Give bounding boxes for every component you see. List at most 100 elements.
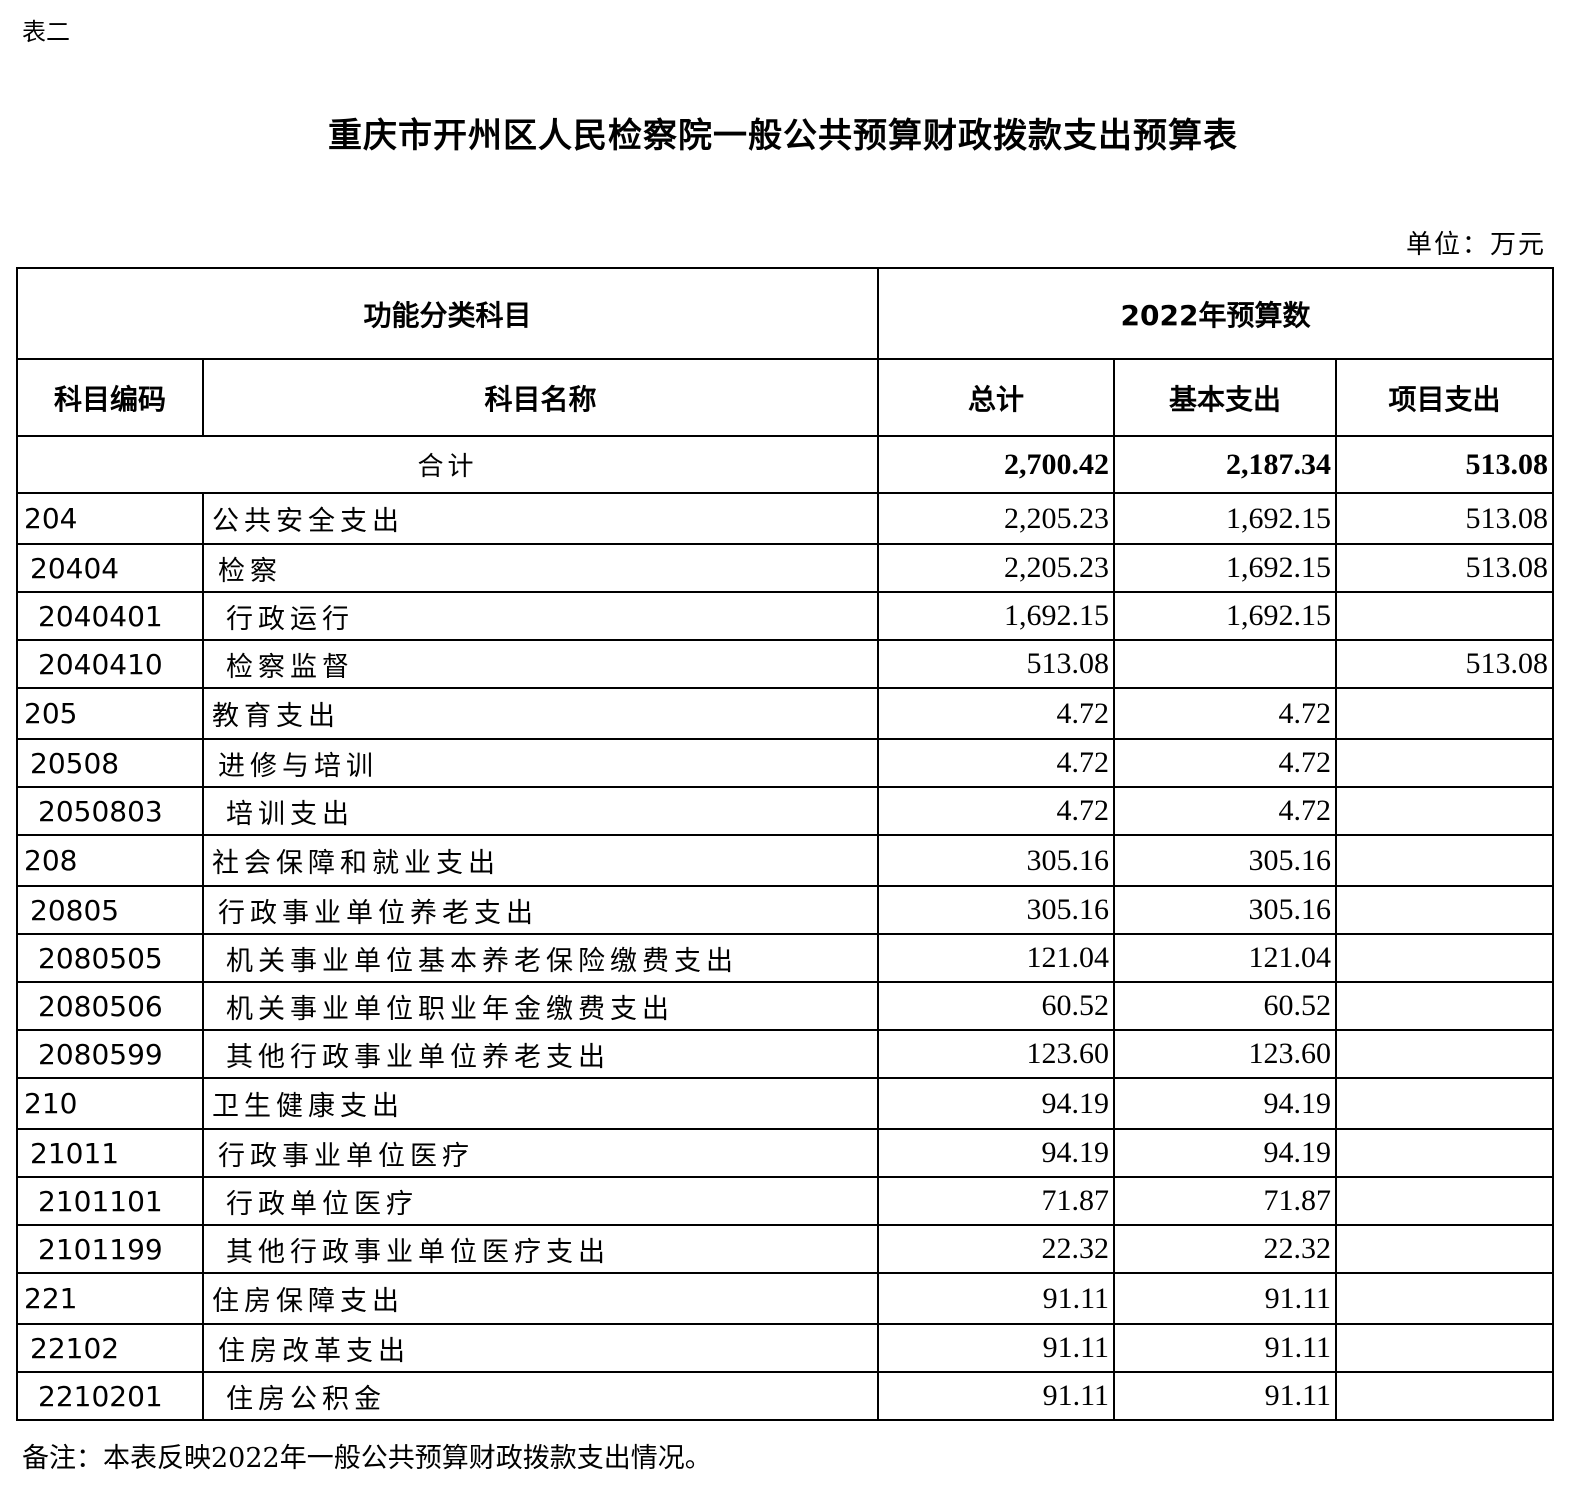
row-basic: 1,692.15 [1113,591,1337,641]
table-row: 20508 进修与培训 4.72 4.72 [16,738,1554,788]
row-basic: 1,692.15 [1113,492,1337,545]
row-project [1335,1323,1554,1373]
row-basic: 305.16 [1113,834,1337,887]
footnote: 备注：本表反映2022年一般公共预算财政拨款支出情况。 [22,1443,712,1474]
row-basic: 94.19 [1113,1128,1337,1178]
row-name: 行政事业单位养老支出 [202,885,879,935]
row-project: 513.08 [1335,543,1554,593]
row-project [1335,885,1554,935]
row-basic: 91.11 [1113,1323,1337,1373]
row-total: 71.87 [877,1176,1115,1226]
row-total: 4.72 [877,687,1115,740]
row-basic: 4.72 [1113,687,1337,740]
row-project [1335,786,1554,836]
row-basic: 121.04 [1113,933,1337,983]
row-name: 住房改革支出 [202,1323,879,1373]
row-total: 91.11 [877,1323,1115,1373]
row-name: 进修与培训 [202,738,879,788]
row-name: 教育支出 [202,687,879,740]
row-name: 机关事业单位基本养老保险缴费支出 [202,933,879,983]
row-project [1335,1128,1554,1178]
row-project: 513.08 [1335,639,1554,689]
row-code: 204 [16,492,204,545]
total-project: 513.08 [1335,435,1554,494]
row-basic: 305.16 [1113,885,1337,935]
table-row: 21011 行政事业单位医疗 94.19 94.19 [16,1128,1554,1178]
row-code: 20805 [16,885,204,935]
row-total: 1,692.15 [877,591,1115,641]
table-row: 2040401 行政运行 1,692.15 1,692.15 [16,591,1554,641]
row-project [1335,591,1554,641]
row-code: 2050803 [16,786,204,836]
row-name: 住房公积金 [202,1371,879,1421]
header-name: 科目名称 [202,358,879,437]
row-name: 检察监督 [202,639,879,689]
row-code: 20404 [16,543,204,593]
row-project [1335,1272,1554,1325]
total-total: 2,700.42 [877,435,1115,494]
row-name: 行政运行 [202,591,879,641]
header-row-group: 功能分类科目 2022年预算数 [16,267,1554,360]
table-row: 221 住房保障支出 91.11 91.11 [16,1272,1554,1325]
row-code: 2101101 [16,1176,204,1226]
row-project [1335,1077,1554,1130]
row-project [1335,1224,1554,1274]
row-basic: 91.11 [1113,1371,1337,1421]
total-basic: 2,187.34 [1113,435,1337,494]
header-basic: 基本支出 [1113,358,1337,437]
budget-table: 功能分类科目 2022年预算数 科目编码 科目名称 总计 基本支出 项目支出 合… [16,267,1554,1421]
row-name: 其他行政事业单位养老支出 [202,1029,879,1079]
row-name: 机关事业单位职业年金缴费支出 [202,981,879,1031]
table-row: 2080506 机关事业单位职业年金缴费支出 60.52 60.52 [16,981,1554,1031]
total-label: 合计 [16,435,879,494]
row-total: 4.72 [877,738,1115,788]
header-functional-category: 功能分类科目 [16,267,879,360]
row-basic [1113,639,1337,689]
row-name: 其他行政事业单位医疗支出 [202,1224,879,1274]
row-basic: 71.87 [1113,1176,1337,1226]
row-name: 社会保障和就业支出 [202,834,879,887]
table-row: 2101199 其他行政事业单位医疗支出 22.32 22.32 [16,1224,1554,1274]
row-basic: 94.19 [1113,1077,1337,1130]
row-project [1335,933,1554,983]
row-basic: 4.72 [1113,738,1337,788]
row-name: 公共安全支出 [202,492,879,545]
row-total: 22.32 [877,1224,1115,1274]
row-code: 2101199 [16,1224,204,1274]
row-project: 513.08 [1335,492,1554,545]
row-project [1335,834,1554,887]
table-row: 210 卫生健康支出 94.19 94.19 [16,1077,1554,1130]
table-row: 204 公共安全支出 2,205.23 1,692.15 513.08 [16,492,1554,545]
table-number-label: 表二 [22,18,70,46]
row-name: 行政单位医疗 [202,1176,879,1226]
row-total: 2,205.23 [877,543,1115,593]
row-name: 行政事业单位医疗 [202,1128,879,1178]
row-project [1335,981,1554,1031]
row-basic: 91.11 [1113,1272,1337,1325]
row-code: 2210201 [16,1371,204,1421]
row-project [1335,1029,1554,1079]
row-basic: 4.72 [1113,786,1337,836]
table-row: 20805 行政事业单位养老支出 305.16 305.16 [16,885,1554,935]
row-total: 91.11 [877,1272,1115,1325]
table-row: 2210201 住房公积金 91.11 91.11 [16,1371,1554,1421]
row-code: 2080505 [16,933,204,983]
row-code: 21011 [16,1128,204,1178]
row-name: 卫生健康支出 [202,1077,879,1130]
row-total: 305.16 [877,834,1115,887]
table-row: 20404 检察 2,205.23 1,692.15 513.08 [16,543,1554,593]
row-total: 123.60 [877,1029,1115,1079]
row-total: 94.19 [877,1077,1115,1130]
row-code: 2080506 [16,981,204,1031]
row-project [1335,1176,1554,1226]
row-total: 121.04 [877,933,1115,983]
row-code: 208 [16,834,204,887]
table-row: 208 社会保障和就业支出 305.16 305.16 [16,834,1554,887]
table-row: 2040410 检察监督 513.08 513.08 [16,639,1554,689]
table-row: 205 教育支出 4.72 4.72 [16,687,1554,740]
table-row: 22102 住房改革支出 91.11 91.11 [16,1323,1554,1373]
row-total: 305.16 [877,885,1115,935]
row-basic: 60.52 [1113,981,1337,1031]
page-title: 重庆市开州区人民检察院一般公共预算财政拨款支出预算表 [328,116,1238,156]
unit-label: 单位：万元 [1405,230,1546,260]
